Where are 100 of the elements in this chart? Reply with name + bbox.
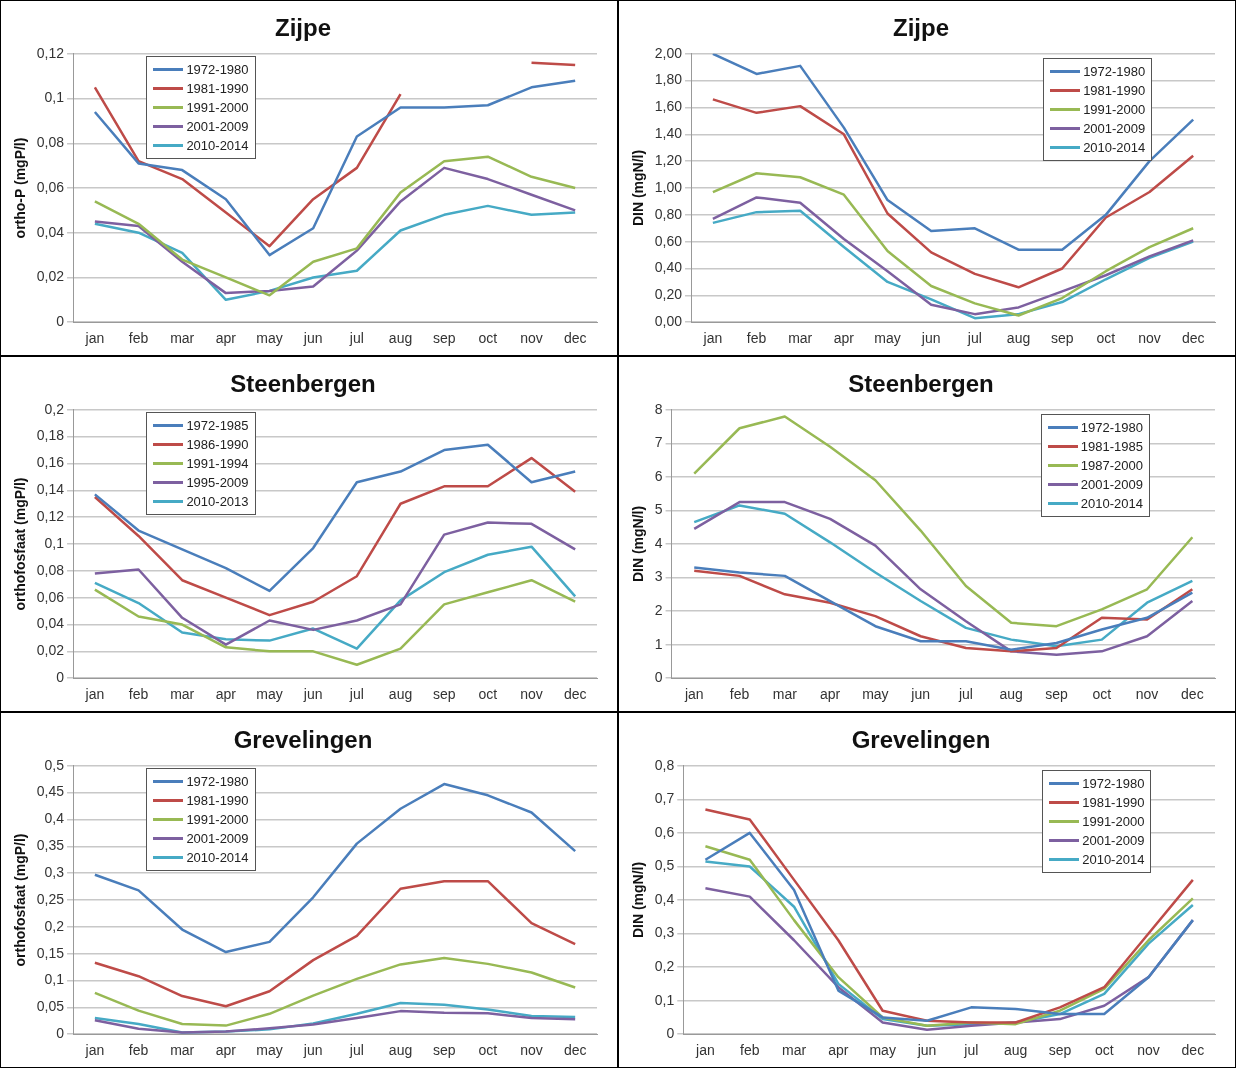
y-tick-label: 0: [654, 669, 663, 686]
x-tick-label: sep: [1050, 330, 1074, 347]
x-tick-label: dec: [1181, 330, 1205, 347]
x-tick-label: dec: [1181, 1042, 1205, 1059]
x-tick-label: feb: [128, 330, 149, 347]
legend-label: 1972-1980: [186, 772, 249, 791]
y-tick-label: 0,12: [36, 44, 65, 61]
x-tick-label: apr: [819, 686, 841, 703]
y-tick-label: 6: [654, 467, 663, 484]
y-tick-label: 3: [654, 568, 663, 585]
y-tick-label: 0,35: [36, 837, 65, 854]
x-tick-label: apr: [215, 1042, 237, 1059]
legend-label: 2001-2009: [186, 829, 249, 848]
x-tick-label: may: [256, 686, 283, 703]
x-tick-label: dec: [1181, 686, 1204, 703]
x-tick-label: dec: [563, 1042, 587, 1059]
y-tick-label: 0,1: [44, 89, 65, 106]
legend-label: 1991-2000: [186, 810, 249, 829]
y-tick-label: 0,2: [44, 917, 65, 934]
y-tick-label: 0,04: [36, 615, 65, 632]
y-tick-label: 7: [654, 434, 663, 451]
x-tick-label: jan: [702, 330, 723, 347]
legend-label: 2001-2009: [1080, 475, 1143, 494]
x-tick-label: mar: [788, 330, 813, 347]
legend-label: 1995-2009: [186, 473, 249, 492]
x-tick-label: nov: [520, 1042, 543, 1059]
y-tick-label: 1,80: [654, 71, 683, 88]
x-tick-label: feb: [128, 686, 149, 703]
y-tick-label: 4: [654, 534, 663, 551]
y-tick-label: 2: [654, 601, 663, 618]
x-tick-label: aug: [388, 686, 413, 703]
x-tick-label: jan: [695, 1042, 715, 1059]
y-tick-label: 0,4: [654, 890, 675, 907]
x-tick-label: may: [869, 1042, 896, 1059]
legend-label: 2010-2014: [1083, 138, 1146, 157]
y-tick-label: 0,8: [654, 756, 675, 773]
legend-label: 1991-2000: [1083, 100, 1146, 119]
x-tick-label: jan: [84, 330, 105, 347]
y-tick-label: 0,5: [44, 756, 65, 773]
x-tick-label: mar: [170, 330, 195, 347]
x-tick-label: oct: [478, 330, 498, 347]
y-tick-label: 0,25: [36, 890, 65, 907]
chart-title: Steenbergen: [230, 370, 376, 398]
legend-label: 1991-1994: [186, 454, 249, 473]
chart-title: Grevelingen: [233, 726, 373, 754]
legend-label: 1972-1980: [1083, 62, 1146, 81]
y-tick-label: 2,00: [654, 44, 683, 61]
y-tick-label: 0,1: [654, 991, 675, 1008]
y-tick-label: 0,3: [654, 924, 675, 941]
x-tick-label: jul: [348, 330, 364, 347]
y-tick-label: 0,06: [36, 588, 65, 605]
y-tick-label: 0,1: [44, 971, 65, 988]
y-tick-label: 0,4: [44, 810, 65, 827]
y-tick-label: 0: [56, 669, 65, 686]
y-axis-title: orthofosfaat (mgP/l): [12, 833, 29, 967]
legend-label: 1987-2000: [1080, 456, 1143, 475]
legend-label: 1972-1985: [186, 416, 249, 435]
y-axis-title: ortho-P (mgP/l): [12, 137, 29, 239]
y-tick-label: 1,60: [654, 98, 683, 115]
x-tick-label: aug: [1003, 1042, 1028, 1059]
y-tick-label: 1,20: [654, 152, 683, 169]
y-tick-label: 0,2: [654, 957, 675, 974]
y-tick-label: 0,1: [44, 534, 65, 551]
legend-label: 2010-2014: [1082, 850, 1145, 869]
x-tick-label: jun: [302, 1042, 323, 1059]
x-tick-label: jan: [84, 686, 105, 703]
x-tick-label: jul: [348, 686, 364, 703]
y-axis-title: DIN (mgN/l): [630, 149, 647, 227]
y-tick-label: 0,08: [36, 561, 65, 578]
x-tick-label: jan: [683, 686, 704, 703]
chart-title: Grevelingen: [851, 726, 991, 754]
x-tick-label: jan: [84, 1042, 105, 1059]
y-tick-label: 0,02: [36, 642, 65, 659]
y-axis-title: DIN (mgN/l): [630, 861, 647, 939]
x-tick-label: jul: [957, 686, 973, 703]
y-tick-label: 0,6: [654, 823, 675, 840]
y-tick-label: 0,45: [36, 783, 65, 800]
legend-label: 1991-2000: [1082, 812, 1145, 831]
y-tick-label: 0,20: [654, 286, 683, 303]
legend-label: 1991-2000: [186, 98, 249, 117]
y-tick-label: 0,5: [654, 857, 675, 874]
x-tick-label: aug: [388, 1042, 413, 1059]
x-tick-label: jun: [920, 330, 941, 347]
legend-label: 2001-2009: [1083, 119, 1146, 138]
x-tick-label: jun: [916, 1042, 937, 1059]
x-tick-label: nov: [520, 330, 543, 347]
y-tick-label: 0,12: [36, 508, 65, 525]
x-tick-label: jun: [910, 686, 930, 703]
x-tick-label: aug: [388, 330, 413, 347]
x-tick-label: oct: [1092, 686, 1112, 703]
legend-label: 2001-2009: [186, 117, 249, 136]
legend-label: 1981-1990: [186, 791, 249, 810]
x-tick-label: feb: [739, 1042, 760, 1059]
y-tick-label: 5: [654, 501, 663, 518]
y-tick-label: 0,08: [36, 134, 65, 151]
x-tick-label: nov: [520, 686, 543, 703]
x-tick-label: jun: [302, 330, 323, 347]
x-tick-label: oct: [478, 1042, 498, 1059]
chart-title: Steenbergen: [848, 370, 994, 398]
legend-label: 1981-1985: [1080, 437, 1143, 456]
